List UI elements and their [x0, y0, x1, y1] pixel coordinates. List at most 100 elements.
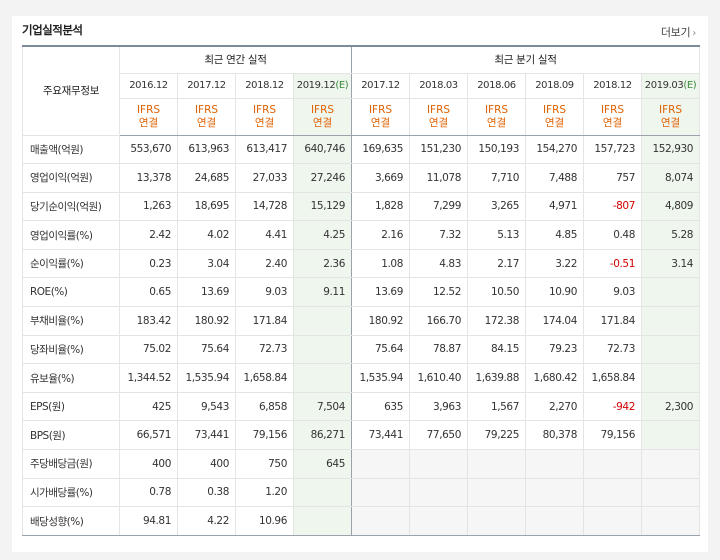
annual-value-cell: 9.11 [293, 277, 352, 308]
more-link[interactable]: 더보기 › [661, 24, 696, 40]
annual-value-cell: 1.20 [235, 477, 294, 508]
annual-value-cell: 180.92 [177, 306, 236, 336]
annual-value-cell [293, 363, 352, 393]
consolidated-label: 연결 [138, 116, 159, 129]
ifrs-header: IFRS 연결 [293, 97, 352, 136]
more-link-label[interactable]: 더보기 [660, 26, 691, 39]
table-row: 주당배당금(원) 400 400 750 645 [22, 449, 701, 479]
annual-period-header: 2017.12 [177, 72, 236, 99]
table-row: 유보율(%) 1,344.52 1,535.94 1,658.84 1,535.94 1,… [22, 363, 701, 393]
annual-value-cell: 27,246 [293, 163, 352, 193]
quarter-value-cell [351, 506, 410, 536]
period-label: 2019.03 [644, 80, 684, 91]
quarter-value-cell [467, 477, 526, 508]
ifrs-header: IFRS 연결 [525, 97, 584, 136]
annual-value-cell: 94.81 [119, 506, 178, 536]
ifrs-header: IFRS 연결 [467, 97, 526, 136]
quarter-value-cell: 3,265 [467, 191, 526, 222]
ifrs-label: IFRS [252, 103, 277, 116]
quarter-value-cell: 2,270 [525, 391, 584, 422]
quarter-value-cell: 166.70 [409, 306, 468, 336]
annual-value-cell: 0.65 [119, 277, 178, 308]
quarter-value-cell: 4.85 [525, 220, 584, 250]
row-label: 영업이익(억원) [22, 163, 120, 193]
quarter-value-cell: 1,639.88 [467, 363, 526, 393]
table-row: 순이익률(%) 0.23 3.04 2.40 2.36 1.08 4.83 2.17 3.22-… [22, 248, 701, 279]
row-label: 당기순이익(억원) [22, 191, 120, 222]
quarter-value-cell: 7,488 [525, 163, 584, 193]
quarter-value-cell: 9.03 [583, 277, 642, 308]
period-label: 2016.12 [129, 80, 168, 91]
annual-value-cell: 86,271 [293, 420, 352, 451]
annual-value-cell: 645 [293, 449, 352, 479]
row-label: EPS(원) [22, 391, 120, 422]
quarter-period-header: 2018.12 [583, 72, 642, 99]
quarter-value-cell: 3,963 [409, 391, 468, 422]
consolidated-label: 연결 [544, 116, 565, 129]
ifrs-label: IFRS [658, 103, 683, 116]
annual-value-cell: 66,571 [119, 420, 178, 451]
quarter-value-cell: 2,300 [640, 391, 701, 422]
annual-value-cell [293, 477, 352, 508]
annual-value-cell: 425 [119, 391, 178, 422]
quarter-value-cell [640, 363, 701, 393]
ifrs-label: IFRS [310, 103, 335, 116]
quarter-value-cell: 152,930 [640, 134, 701, 165]
annual-value-cell: 18,695 [177, 191, 236, 222]
quarter-value-cell: 77,650 [409, 420, 468, 451]
annual-value-cell: 613,417 [235, 134, 294, 165]
group-header-row: 주요재무정보 최근 연간 실적 최근 분기 실적 [22, 45, 701, 136]
panel-title: 기업실적분석 [22, 23, 83, 37]
table-row: 영업이익률(%) 2.42 4.02 4.41 4.25 2.16 7.32 5.13 4.85… [22, 220, 701, 250]
quarter-value-cell: 3.14 [640, 248, 701, 279]
quarter-value-cell [467, 449, 526, 479]
row-label: 시가배당률(%) [22, 477, 120, 508]
consolidated-label: 연결 [312, 116, 333, 129]
annual-value-cell: 7,504 [293, 391, 352, 422]
ifrs-header: IFRS 연결 [409, 97, 468, 136]
quarter-value-cell: 78.87 [409, 334, 468, 365]
annual-period-header: 2019.12(E) [293, 72, 352, 99]
quarter-period-header: 2019.03(E) [640, 72, 701, 99]
annual-value-cell: 183.42 [119, 306, 178, 336]
ifrs-header: IFRS 연결 [351, 97, 410, 136]
ifrs-header: IFRS 연결 [640, 97, 701, 136]
annual-value-cell: 400 [119, 449, 178, 479]
annual-value-cell: 72.73 [235, 334, 294, 365]
annual-value-cell: 0.38 [177, 477, 236, 508]
row-label: 당좌비율(%) [22, 334, 120, 365]
corner-header: 주요재무정보 [22, 45, 120, 136]
annual-value-cell: 4.41 [235, 220, 294, 250]
period-label: 2018.03 [419, 80, 458, 91]
quarter-value-cell: 5.13 [467, 220, 526, 250]
consolidated-label: 연결 [602, 116, 623, 129]
quarter-value-cell: 151,230 [409, 134, 468, 165]
financial-table: 주요재무정보 최근 연간 실적 최근 분기 실적 2016.12 2017.12 2018… [22, 45, 701, 536]
quarter-value-cell: 7.32 [409, 220, 468, 250]
annual-value-cell: 73,441 [177, 420, 236, 451]
row-label: 유보율(%) [22, 363, 120, 393]
quarter-value-cell [640, 477, 701, 508]
quarter-value-cell: 4,809 [640, 191, 701, 222]
quarter-value-cell: 8,074 [640, 163, 701, 193]
annual-value-cell: 79,156 [235, 420, 294, 451]
quarter-value-cell: 79.23 [525, 334, 584, 365]
consolidated-label: 연결 [254, 116, 275, 129]
quarter-value-cell: 7,710 [467, 163, 526, 193]
estimate-mark: (E) [335, 80, 349, 91]
quarter-value-cell: 13.69 [351, 277, 410, 308]
quarter-value-cell: 79,156 [583, 420, 642, 451]
period-row: 2016.12 2017.12 2018.12 2019.12(E) 2017.12 20… [23, 72, 701, 99]
quarter-value-cell: 75.64 [351, 334, 410, 365]
row-label: 주당배당금(원) [22, 449, 120, 479]
quarter-value-cell: 1,535.94 [351, 363, 410, 393]
annual-value-cell: 640,746 [293, 134, 352, 165]
ifrs-label: IFRS [542, 103, 567, 116]
quarter-value-cell: 12.52 [409, 277, 468, 308]
ifrs-label: IFRS [368, 103, 393, 116]
quarter-period-header: 2018.03 [409, 72, 468, 99]
row-label: 순이익률(%) [22, 248, 120, 279]
annual-value-cell: 27,033 [235, 163, 294, 193]
ifrs-header: IFRS 연결 [119, 97, 178, 136]
ifrs-label: IFRS [136, 103, 161, 116]
